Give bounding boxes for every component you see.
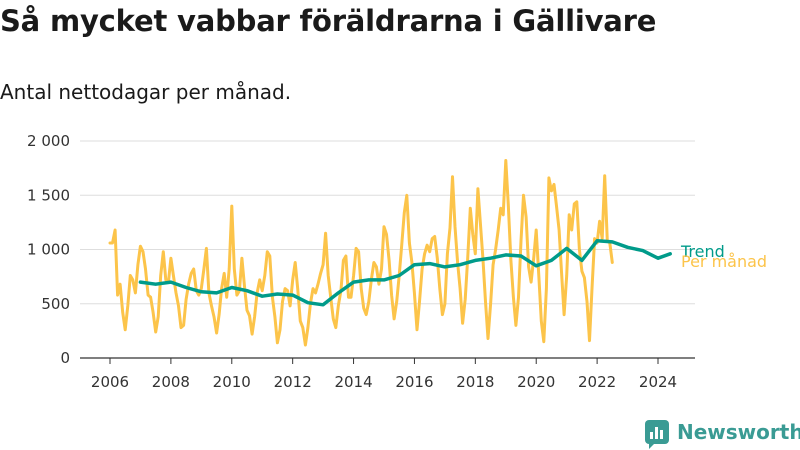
x-tick-label: 2008 [152, 373, 190, 391]
y-tick-label: 1 500 [27, 186, 70, 204]
newsworthy-logo: Newsworthy [645, 420, 800, 449]
x-tick-label: 2020 [517, 373, 555, 391]
x-tick-label: 2010 [213, 373, 251, 391]
x-tick-label: 2024 [639, 373, 677, 391]
series-line-trend [138, 239, 672, 307]
y-tick-label: 0 [60, 349, 70, 367]
x-tick-label: 2012 [274, 373, 312, 391]
series-label-trend: Trend [680, 242, 725, 261]
x-tick-label: 2016 [395, 373, 433, 391]
y-tick-label: 1 000 [27, 241, 70, 259]
series-line-per-manad [108, 159, 614, 347]
x-tick-label: 2018 [456, 373, 494, 391]
chart-subtitle: Antal nettodagar per månad. [0, 80, 292, 104]
brand-name: Newsworthy [677, 420, 800, 444]
x-tick-label: 2014 [334, 373, 372, 391]
x-tick-label: 2022 [578, 373, 616, 391]
y-tick-label: 500 [41, 295, 70, 313]
bar-chart-logo-icon [645, 420, 669, 449]
y-tick-label: 2 000 [27, 132, 70, 150]
chart-title: Så mycket vabbar föräldrarna i Gällivare [0, 4, 657, 38]
axes: 0 500 1 000 1 500 2 000 2006 2008 2010 2012 2014 2… [27, 132, 695, 391]
x-tick-label: 2006 [91, 373, 129, 391]
series-label-per-manad: Per månad [681, 252, 767, 271]
series-lines [108, 159, 672, 347]
